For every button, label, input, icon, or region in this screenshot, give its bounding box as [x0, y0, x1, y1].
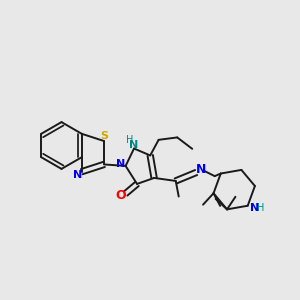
Text: N: N — [73, 170, 82, 180]
Text: O: O — [115, 188, 125, 202]
Text: H: H — [126, 135, 133, 145]
Text: H: H — [256, 203, 264, 213]
Text: S: S — [100, 130, 108, 141]
Text: N: N — [250, 203, 259, 213]
Text: N: N — [129, 140, 138, 150]
Text: N: N — [116, 159, 125, 170]
Text: N: N — [195, 163, 206, 176]
